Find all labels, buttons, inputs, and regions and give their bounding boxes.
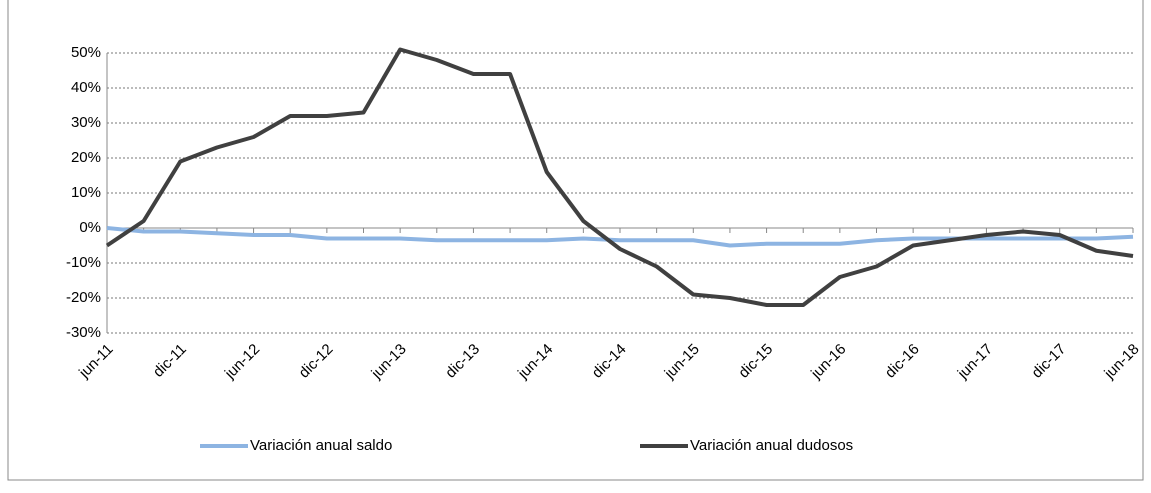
y-tick-label: 20% [71,149,101,166]
legend-label: Variación anual dudosos [690,437,853,454]
y-tick-label: 0% [79,219,101,236]
legend-label: Variación anual saldo [250,437,392,454]
y-tick-label: 10% [71,184,101,201]
y-tick-label: -30% [66,324,101,341]
series-line [105,47,1134,307]
y-tick-label: 50% [71,44,101,61]
y-tick-label: 40% [71,79,101,96]
y-tick-label: -10% [66,254,101,271]
y-tick-label: -20% [66,289,101,306]
y-tick-label: 30% [71,114,101,131]
